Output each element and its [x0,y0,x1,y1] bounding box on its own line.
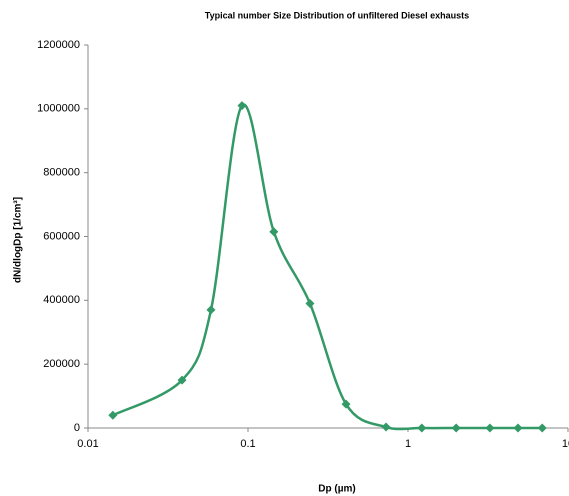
y-tick-label: 400000 [43,294,80,306]
marker [513,423,523,433]
y-tick-label: 200000 [43,358,80,370]
marker [237,101,247,111]
y-tick-label: 1000000 [37,103,80,115]
marker [381,422,391,432]
x-axis-title: Dp (µm) [318,484,355,495]
y-axis-title: dN/dlogDp [1/cm³] [13,197,24,283]
marker [537,423,547,433]
y-tick-label: 0 [74,422,80,434]
marker [341,399,351,409]
chart-title: Typical number Size Distribution of unfi… [205,10,469,20]
y-tick-label: 600000 [43,230,80,242]
x-tick-label: 0.01 [77,438,98,450]
line-series [112,103,543,431]
marker [108,410,118,420]
y-tick-label: 1200000 [37,39,80,51]
marker [451,423,461,433]
x-tick-label: 1 [405,438,411,450]
marker [269,227,279,237]
marker [485,423,495,433]
marker [305,299,315,309]
x-tick-label: 10 [562,438,569,450]
marker [206,305,216,315]
marker [177,375,187,385]
y-tick-label: 800000 [43,167,80,179]
marker [417,423,427,433]
x-tick-label: 0.1 [240,438,255,450]
